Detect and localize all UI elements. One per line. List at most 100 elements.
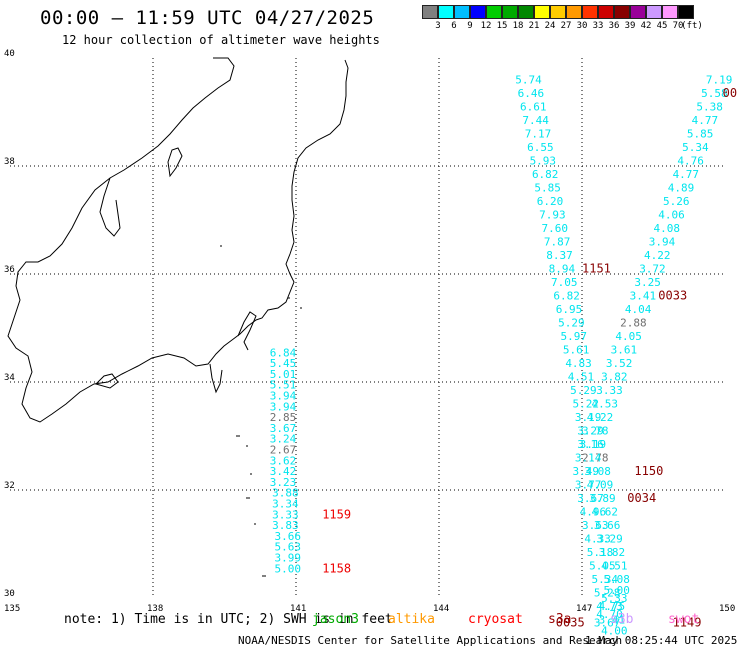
color-legend: 3 6 9 12 15 18 21 24 27 30 33 36 39 42 45 70 (ft) [422,5,703,31]
satellite-s3a: s3a [548,612,572,627]
wave-height-label: 5.63 [275,541,302,554]
pass-time-label: 1159 [322,507,351,521]
wave-height-label: 6.82 [532,168,559,181]
wave-height-label: 3.25 [634,276,661,289]
coastline [7,57,349,577]
legend-swatch [598,5,614,19]
wave-height-label: 3.63 [582,519,609,532]
legend-label: 3 [435,21,441,31]
wave-height-label: 4.53 [592,398,619,411]
satellite-jason3: jason3 [312,612,359,627]
wave-height-label: 4.05 [615,330,642,343]
wave-height-label: 3.82 [599,546,626,559]
wave-height-label: 4.00 [601,624,628,637]
legend-swatch [486,5,502,19]
legend-swatch [534,5,550,19]
wave-height-label: 4.33 [584,533,611,546]
wave-height-label: 6.82 [553,290,580,303]
wave-height-label: 3.34 [272,498,299,511]
y-tick-label: 30 [4,589,15,599]
wave-height-label: 5.61 [563,344,590,357]
wave-height-label: 5.29 [570,384,597,397]
wave-height-label: 5.29 [558,317,585,330]
wave-height-label: 4.08 [654,222,681,235]
wave-height-label: 4.75 [599,600,626,613]
wave-height-label: 3.94 [649,236,676,249]
wave-height-label: 3.77 [575,479,602,492]
wave-height-label: 6.95 [556,303,583,316]
legend-label: 24 [544,21,556,31]
wave-height-label: 4.51 [568,371,595,384]
wave-height-label: 3.78 [582,425,609,438]
x-tick-label: 147 [576,604,592,614]
wave-height-label: 3.29 [596,533,623,546]
wave-height-label: 2.85 [270,411,297,424]
wave-height-label: 7.44 [522,114,549,127]
legend-label: 21 [528,21,540,31]
wave-height-points: 6.845.455.015.513.943.942.853.673.242.67… [270,74,733,638]
footer-timestamp: 1 May 08:25:44 UTC 2025 [585,634,738,647]
wave-height-label: 7.19 [706,74,733,87]
wave-height-label: 8.94 [549,263,576,276]
legend-label: 33 [592,21,604,31]
wave-height-label: 3.41 [599,614,626,627]
pass-time-label: 1150 [634,464,663,478]
wave-height-label: 4.09 [587,479,614,492]
wave-height-label: 4.06 [658,209,685,222]
wave-height-label: 6.61 [520,101,547,114]
legend-swatch [518,5,534,19]
wave-height-label: 5.85 [687,128,714,141]
wave-height-label: 4.04 [625,303,652,316]
wave-height-label: 6.46 [518,87,545,100]
wave-height-label: 2.78 [582,452,609,465]
wave-height-label: 3.49 [572,465,599,478]
wave-height-label: 4.76 [677,155,704,168]
wave-height-label: 5.45 [270,357,297,370]
legend-swatch [454,5,470,19]
map-title: 00:00 – 11:59 UTC 04/27/2025 [40,7,375,29]
legend-label: 18 [512,21,524,31]
y-tick-label: 34 [4,373,15,383]
wave-height-label: 5.51 [270,379,297,392]
wave-height-label: 3.94 [270,390,297,403]
wave-height-label: 4.89 [668,182,695,195]
legend-label: 70 [672,21,684,31]
legend-swatch [470,5,486,19]
legend-swatch [550,5,566,19]
wave-height-label: 3.52 [606,357,633,370]
wave-height-label: 5.93 [530,155,557,168]
wave-height-label: 3.99 [275,552,302,565]
legend-swatch [678,5,694,19]
coastline-noto [99,177,121,237]
y-tick-label: 40 [4,49,15,59]
coastline-islands [220,245,302,577]
wave-height-label: 3.88 [272,487,299,500]
wave-height-label: 3.33 [596,384,623,397]
wave-height-label: 3.24 [270,433,297,446]
satellite-altika: altika [388,612,435,627]
wave-height-label: 2.67 [270,444,297,457]
wave-height-label: 5.38 [696,101,723,114]
legend-swatch [646,5,662,19]
wave-height-label: 3.08 [584,465,611,478]
wave-height-label: 3.41 [630,290,657,303]
coastline-honshu [7,57,349,423]
pass-time-label: 00 [723,86,737,100]
pass-time-label: 0033 [658,289,687,303]
wave-height-label: 8.37 [546,249,573,262]
wave-height-label: 5.34 [592,573,619,586]
wave-height-label: 5.00 [603,584,630,597]
wave-height-label: 5.22 [572,398,599,411]
wave-height-label: 6.84 [270,346,297,359]
wave-height-label: 3.67 [270,422,297,435]
wave-height-label: 4.77 [692,114,719,127]
legend-swatch [422,5,438,19]
legend-label: 9 [467,21,473,31]
wave-height-label: 4.70 [596,608,623,621]
legend-label: 15 [496,21,508,31]
pass-time-label: 1151 [582,262,611,276]
legend-label: 12 [480,21,492,31]
wave-height-label: 5.34 [682,141,709,154]
legend-label: 30 [576,21,588,31]
y-tick-label: 38 [4,157,15,167]
